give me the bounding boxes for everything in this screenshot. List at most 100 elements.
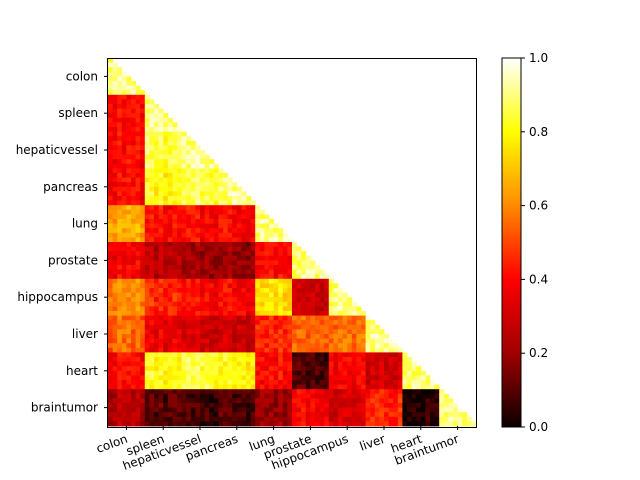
heatmap-cell-liver-hepaticvessel [204,324,210,330]
heatmap-cell-braintumor-lung [273,393,279,399]
heatmap-cell-hippocampus-prostate [296,288,302,293]
heatmap-cell-hepaticvessel-hepaticvessel [195,145,201,151]
heatmap-cell-braintumor-liver [397,389,403,395]
heatmap-cell-spleen-colon [117,127,123,132]
heatmap-cell-pancreas-spleen [144,186,150,192]
heatmap-cell-braintumor-spleen [172,407,178,413]
heatmap-cell-prostate-lung [255,260,261,266]
heatmap-cell-heart-spleen [144,366,150,372]
heatmap-cell-heart-heart [416,380,422,385]
heatmap-cell-liver-spleen [177,324,182,330]
heatmap-cell-hippocampus-lung [255,311,261,316]
heatmap-cell-braintumor-lung [282,403,288,408]
heatmap-cell-braintumor-heart [430,398,435,404]
heatmap-cell-braintumor-spleen [154,393,159,399]
heatmap-cell-lung-spleen [144,223,150,229]
heatmap-cell-lung-pancreas [223,219,228,224]
heatmap-cell-heart-hepaticvessel [200,380,205,385]
heatmap-cell-braintumor-braintumor [439,421,445,427]
heatmap-cell-hippocampus-spleen [172,297,178,303]
heatmap-cell-heart-hepaticvessel [213,380,219,385]
heatmap-cell-pancreas-pancreas [218,200,224,206]
heatmap-cell-prostate-spleen [158,246,164,252]
heatmap-cell-liver-liver [365,338,371,344]
heatmap-cell-braintumor-heart [430,403,435,408]
heatmap-cell-hippocampus-lung [269,288,274,293]
heatmap-cell-prostate-spleen [172,242,178,247]
heatmap-cell-lung-spleen [177,205,182,211]
heatmap-cell-braintumor-hippocampus [356,393,362,399]
heatmap-cell-lung-colon [117,219,123,224]
heatmap-cell-spleen-colon [117,99,123,105]
heatmap-cell-heart-liver [379,361,385,367]
heatmap-cell-heart-hepaticvessel [181,370,187,376]
heatmap-cell-lung-spleen [144,237,150,243]
heatmap-cell-prostate-colon [112,246,118,252]
y-tick-label-colon: colon [66,69,98,83]
heatmap-cell-hepaticvessel-colon [126,159,132,165]
heatmap-cell-hippocampus-spleen [149,278,155,284]
heatmap-cell-prostate-pancreas [227,246,233,252]
heatmap-cell-hippocampus-pancreas [250,278,256,284]
heatmap-cell-liver-lung [273,315,279,321]
heatmap-cell-braintumor-liver [370,412,376,418]
heatmap-cell-spleen-colon [108,113,113,119]
heatmap-cell-braintumor-hippocampus [333,412,339,418]
heatmap-cell-liver-hepaticvessel [195,329,201,335]
heatmap-cell-heart-liver [393,370,399,376]
heatmap-cell-lung-hepaticvessel [204,237,210,243]
heatmap-cell-hippocampus-spleen [172,311,178,316]
heatmap-cell-prostate-pancreas [246,274,251,280]
heatmap-cell-liver-lung [282,343,288,349]
heatmap-cell-heart-heart [411,370,417,376]
heatmap-cell-prostate-hepaticvessel [209,242,215,247]
heatmap-cell-braintumor-hepaticvessel [195,407,201,413]
heatmap-cell-hippocampus-prostate [305,278,311,284]
heatmap-cell-heart-prostate [324,357,330,362]
heatmap-cell-hepaticvessel-spleen [158,163,164,169]
heatmap-cell-liver-hepaticvessel [181,338,187,344]
heatmap-cell-liver-colon [131,320,136,326]
heatmap-cell-hippocampus-hepaticvessel [195,292,201,298]
heatmap-cell-braintumor-spleen [167,398,173,404]
heatmap-cell-lung-spleen [163,214,169,220]
heatmap-cell-braintumor-lung [273,412,279,418]
heatmap-cell-hepaticvessel-spleen [149,140,155,146]
heatmap-cell-heart-colon [131,370,136,376]
heatmap-cell-lung-colon [117,223,123,229]
heatmap-cell-hippocampus-colon [126,297,132,303]
heatmap-cell-liver-prostate [292,324,297,330]
heatmap-cell-braintumor-heart [407,412,412,418]
heatmap-cell-heart-liver [370,357,376,362]
heatmap-cell-liver-hippocampus [361,338,366,344]
heatmap-cell-heart-hepaticvessel [200,366,205,372]
heatmap-cell-liver-spleen [158,329,164,335]
heatmap-cell-heart-spleen [154,352,159,358]
heatmap-cell-lung-pancreas [241,223,247,229]
heatmap-cell-liver-hippocampus [328,334,334,339]
heatmap-cell-heart-spleen [144,375,150,381]
heatmap-cell-spleen-spleen [154,127,159,132]
heatmap-cell-heart-colon [108,370,113,376]
heatmap-cell-braintumor-prostate [305,389,311,395]
heatmap-cell-hippocampus-lung [287,306,293,312]
heatmap-cell-heart-liver [384,366,389,372]
heatmap-cell-braintumor-colon [126,416,132,422]
heatmap-cell-hippocampus-hepaticvessel [209,306,215,312]
heatmap-cell-pancreas-spleen [163,200,169,206]
heatmap-cell-hippocampus-spleen [163,283,169,289]
heatmap-cell-liver-colon [117,334,123,339]
heatmap-cell-heart-colon [140,361,146,367]
heatmap-cell-heart-pancreas [232,361,238,367]
heatmap-cell-hepaticvessel-spleen [172,131,178,137]
heatmap-cell-liver-hippocampus [347,343,353,349]
heatmap-cell-braintumor-liver [384,407,389,413]
heatmap-cell-heart-pancreas [246,380,251,385]
heatmap-cell-hippocampus-lung [273,292,279,298]
heatmap-cell-spleen-colon [131,99,136,105]
heatmap-cell-heart-lung [269,366,274,372]
heatmap-cell-liver-spleen [144,334,150,339]
heatmap-cell-prostate-lung [282,260,288,266]
heatmap-cell-hippocampus-hepaticvessel [209,278,215,284]
heatmap-cell-hippocampus-lung [278,306,284,312]
